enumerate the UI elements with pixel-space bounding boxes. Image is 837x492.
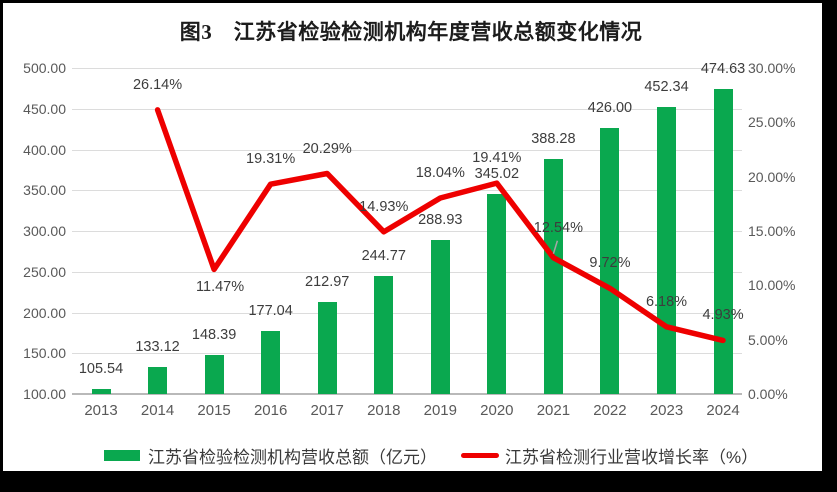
x-axis-label-2022: 2022 xyxy=(593,402,627,419)
growth-rate-label: 11.47% xyxy=(196,279,245,296)
bar-2014 xyxy=(148,367,168,394)
x-axis-label-2021: 2021 xyxy=(536,402,571,419)
x-axis-label-2013: 2013 xyxy=(84,402,118,419)
growth-rate-label: 19.41% xyxy=(472,150,522,167)
growth-rate-label: 20.29% xyxy=(302,140,352,157)
right-axis-tick-label: 0.00% xyxy=(748,386,788,402)
bar-2021 xyxy=(543,159,563,394)
bar-value-label: 148.39 xyxy=(191,326,237,343)
label-leader-line xyxy=(552,240,559,254)
bar-value-label: 426.00 xyxy=(587,100,633,117)
right-axis-tick-label: 30.00% xyxy=(748,60,796,76)
left-axis-tick-label: 150.00 xyxy=(23,345,66,362)
line-series-swatch xyxy=(461,453,499,458)
x-axis-label-2024: 2024 xyxy=(706,402,740,419)
chart-title: 图3 江苏省检验检测机构年度营收总额变化情况 xyxy=(179,20,643,44)
x-axis-label-2014: 2014 xyxy=(140,402,175,419)
bar-value-label: 474.63 xyxy=(700,60,746,77)
gridline xyxy=(72,312,742,314)
growth-rate-label: 19.31% xyxy=(246,151,296,168)
bar-2018 xyxy=(374,276,394,394)
gridline xyxy=(72,271,742,273)
left-axis-tick-label: 350.00 xyxy=(23,182,66,199)
bar-value-label: 133.12 xyxy=(135,339,180,355)
bar-value-label: 345.02 xyxy=(474,166,520,183)
growth-rate-label: 6.18% xyxy=(645,293,688,310)
bar-series-legend-label: 江苏省检验检测机构营收总额（亿元） xyxy=(148,448,437,467)
x-axis-label-2017: 2017 xyxy=(310,402,344,419)
legend: 江苏省检验检测机构营收总额（亿元） 江苏省检测行业营收增长率（%） xyxy=(104,443,758,468)
right-axis-tick-label: 25.00% xyxy=(748,114,796,131)
growth-rate-label: 18.04% xyxy=(415,164,465,181)
right-axis-tick-label: 10.00% xyxy=(748,277,796,294)
gridline xyxy=(72,353,742,355)
x-axis-label-2016: 2016 xyxy=(253,402,288,419)
bar-value-label: 388.28 xyxy=(531,131,576,148)
left-axis-tick-label: 100.00 xyxy=(23,386,66,402)
left-axis-tick-label: 300.00 xyxy=(23,223,66,239)
left-axis-tick-label: 400.00 xyxy=(23,141,66,158)
right-axis-tick-label: 20.00% xyxy=(748,168,796,185)
line-series-legend-label: 江苏省检测行业营收增长率（%） xyxy=(505,448,759,467)
growth-rate-label: 26.14% xyxy=(132,76,183,93)
bar-value-label: 177.04 xyxy=(248,303,293,320)
growth-rate-label: 14.93% xyxy=(359,198,409,215)
gridline xyxy=(72,68,742,69)
growth-rate-line xyxy=(154,107,726,344)
x-axis-label-2020: 2020 xyxy=(480,402,514,419)
bar-2019 xyxy=(430,240,450,394)
left-axis-tick-label: 450.00 xyxy=(23,100,66,117)
bar-2020 xyxy=(487,194,507,394)
growth-rate-label: 9.72% xyxy=(589,255,631,272)
right-axis-tick-label: 15.00% xyxy=(748,223,796,239)
left-axis-tick-label: 500.00 xyxy=(23,60,66,76)
left-axis-tick-label: 250.00 xyxy=(23,263,66,280)
growth-rate-label: 12.54% xyxy=(533,219,583,236)
gridline xyxy=(72,108,742,110)
bar-2015 xyxy=(204,354,224,394)
bar-value-label: 244.77 xyxy=(361,248,406,264)
bar-value-label: 288.93 xyxy=(418,212,463,229)
right-axis-tick-label: 5.00% xyxy=(748,331,788,348)
growth-rate-label: 4.93% xyxy=(702,307,744,324)
x-axis-label-2023: 2023 xyxy=(649,402,684,419)
gridline xyxy=(72,149,742,151)
bar-2016 xyxy=(261,331,281,394)
bar-value-label: 452.34 xyxy=(644,78,689,95)
bar-2013 xyxy=(91,389,111,394)
x-axis-label-2019: 2019 xyxy=(423,402,457,419)
gridline xyxy=(72,190,742,192)
left-axis-tick-label: 200.00 xyxy=(23,304,66,321)
bar-2022 xyxy=(600,128,620,394)
x-axis-label-2018: 2018 xyxy=(367,402,401,419)
bar-value-label: 212.97 xyxy=(305,273,350,290)
x-axis-line xyxy=(72,393,742,395)
bar-2017 xyxy=(317,301,337,394)
bar-value-label: 105.54 xyxy=(78,361,124,378)
x-axis-label-2015: 2015 xyxy=(197,402,231,419)
bar-series-swatch xyxy=(104,450,140,461)
gridline xyxy=(72,231,742,232)
bar-2024 xyxy=(713,88,733,394)
